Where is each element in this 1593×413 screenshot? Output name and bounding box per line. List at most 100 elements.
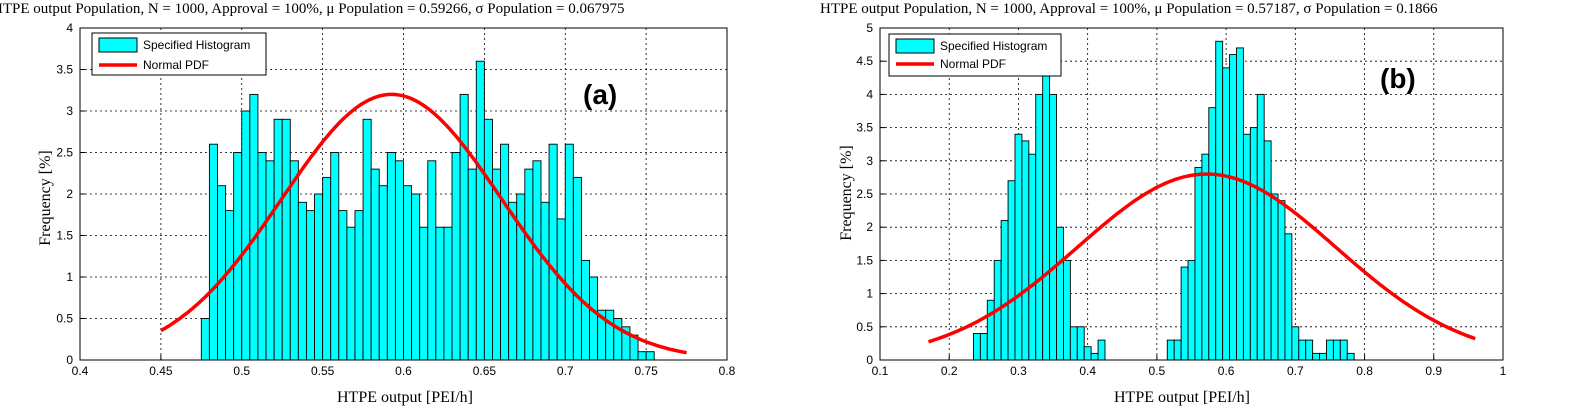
chart-b-normal-pdf-line [928, 172, 1476, 344]
chart-a-y-tick-labels: 0 0.5 1 1.5 2 2.5 3 3.5 4 [56, 21, 73, 367]
histogram-bar [556, 218, 566, 361]
chart-a-legend-histogram-label: Specified Histogram [143, 38, 250, 52]
y-tick-label: 1 [866, 287, 873, 301]
histogram-bar [427, 160, 437, 361]
chart-b-annotation: (b) [1380, 63, 1416, 94]
histogram-bar [1042, 40, 1051, 361]
histogram-bar [1319, 352, 1327, 361]
histogram-bar [532, 160, 542, 361]
histogram-bar [330, 152, 340, 361]
y-tick-label: 3.5 [56, 63, 73, 77]
chart-a-y-axis-label: Frequency [%] [37, 150, 54, 246]
histogram-bar [1284, 233, 1293, 361]
histogram-bar [1298, 339, 1307, 361]
histogram-bar [1187, 259, 1196, 361]
histogram-bar [1249, 127, 1258, 361]
chart-b-legend-histogram-label: Specified Histogram [940, 39, 1047, 53]
chart-b-legend: Specified Histogram Normal PDF [888, 33, 1062, 77]
x-tick-label: 0.1 [872, 364, 889, 378]
histogram-bar [257, 152, 267, 361]
chart-b-x-tick-labels: 0.1 0.2 0.3 0.4 0.5 0.6 0.7 0.8 0.9 1 [872, 364, 1507, 378]
histogram-bar [1035, 93, 1044, 361]
x-tick-label: 0.45 [149, 364, 173, 378]
histogram-bar [1326, 339, 1334, 361]
chart-a-title: HTPE output Population, N = 1000, Approv… [0, 1, 624, 17]
y-tick-label: 2 [66, 187, 73, 201]
histogram-bar [1332, 339, 1341, 361]
chart-b-legend-histogram-swatch [895, 38, 935, 54]
histogram-bar [1242, 133, 1251, 361]
histogram-bar [297, 201, 307, 361]
histogram-bar [314, 193, 324, 361]
y-tick-label: 3.5 [856, 121, 873, 135]
histogram-bar [572, 176, 582, 361]
histogram-bar [419, 226, 429, 361]
y-tick-label: 0 [866, 353, 873, 367]
y-tick-label: 0.5 [856, 320, 873, 334]
chart-panel-b: HTPE output Population, N = 1000, Approv… [820, 1, 1507, 406]
histogram-bar [1062, 259, 1071, 361]
x-tick-label: 0.9 [1425, 364, 1442, 378]
histogram-bar [459, 93, 469, 361]
chart-a-normal-pdf-line [160, 92, 687, 355]
histogram-bar [451, 152, 461, 361]
histogram-bar [500, 143, 510, 361]
histogram-bar [483, 118, 493, 361]
y-tick-label: 3 [866, 154, 873, 168]
x-tick-label: 0.7 [557, 364, 574, 378]
histogram-bar [1014, 133, 1023, 361]
histogram-bar [1201, 153, 1210, 361]
histogram-bar [1263, 140, 1272, 361]
histogram-bar [540, 201, 550, 361]
histogram-bar [645, 351, 655, 361]
histogram-bar [338, 210, 348, 361]
histogram-bar [1007, 180, 1016, 361]
histogram-bar [580, 259, 590, 361]
histogram-bar [508, 201, 518, 361]
histogram-bar [370, 168, 380, 361]
histogram-bar [403, 185, 413, 361]
y-tick-label: 1 [66, 270, 73, 284]
histogram-bar [241, 110, 251, 361]
chart-b-bars [973, 40, 1355, 361]
histogram-bar [273, 118, 283, 361]
histogram-bar [1049, 93, 1057, 361]
histogram-bar [548, 143, 558, 361]
chart-a-x-axis-label: HTPE output [PEI/h] [337, 389, 473, 406]
x-tick-label: 0.2 [941, 364, 958, 378]
chart-b-y-tick-labels: 0 0.5 1 1.5 2 2.5 3 3.5 4 4.5 5 [856, 21, 873, 367]
chart-a-bars [200, 60, 655, 361]
histogram-bar [1000, 220, 1009, 361]
x-tick-label: 0.4 [1079, 364, 1096, 378]
histogram-bar [1173, 339, 1182, 361]
y-tick-label: 4 [66, 21, 73, 35]
histogram-bar [1076, 326, 1085, 361]
histogram-bar [524, 168, 534, 361]
histogram-bar [1180, 266, 1189, 361]
histogram-bar [289, 160, 299, 361]
histogram-bar [1083, 346, 1092, 361]
x-tick-label: 0.5 [233, 364, 250, 378]
chart-a-legend-pdf-label: Normal PDF [143, 58, 209, 72]
histogram-bar [1166, 339, 1175, 361]
histogram-bar [1236, 47, 1244, 361]
histogram-bar [411, 193, 421, 361]
y-tick-label: 1.5 [56, 229, 73, 243]
y-tick-label: 3 [66, 104, 73, 118]
histogram-bar [378, 185, 388, 361]
histogram-bar [225, 210, 235, 361]
chart-a-legend: Specified Histogram Normal PDF [91, 32, 267, 76]
histogram-bar [281, 118, 291, 361]
histogram-bar [1229, 54, 1237, 361]
histogram-bar [637, 351, 647, 361]
y-tick-label: 0 [66, 353, 73, 367]
chart-a-plot-frame [79, 27, 728, 361]
histogram-bar [1305, 339, 1314, 361]
histogram-bar [443, 226, 453, 361]
histogram-bar [475, 60, 485, 361]
histogram-bar [1090, 352, 1099, 361]
histogram-bar [605, 309, 615, 361]
histogram-bar [265, 160, 275, 361]
y-tick-label: 4 [866, 87, 873, 101]
